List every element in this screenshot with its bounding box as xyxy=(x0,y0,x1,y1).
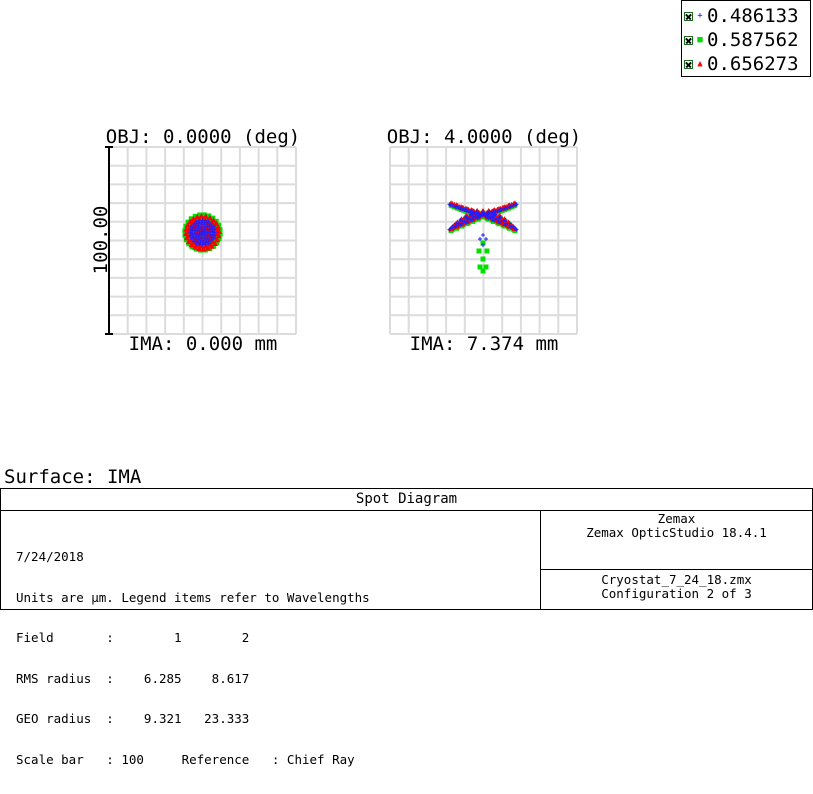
spot-point xyxy=(201,212,207,218)
spot-point xyxy=(484,248,490,254)
divider xyxy=(540,510,541,609)
panel-1-title: OBJ: 0.0000 (deg) xyxy=(106,126,300,148)
spot-point xyxy=(200,245,207,252)
spot-point xyxy=(214,240,220,246)
info-line: 7/24/2018 xyxy=(16,549,84,564)
legend-wavelength-1: 0.486133 xyxy=(707,5,799,27)
spot-point xyxy=(483,264,489,270)
spot-point xyxy=(197,212,203,218)
checkbox-icon[interactable] xyxy=(684,35,693,45)
legend-wavelength-2: 0.587562 xyxy=(707,29,799,51)
info-line: GEO radius : 9.321 23.333 xyxy=(16,711,250,726)
legend-wavelength-3: 0.656273 xyxy=(707,53,799,75)
spot-diagram-plot: OBJ: 0.0000 (deg) OBJ: 4.0000 (deg) IMA:… xyxy=(90,126,581,355)
info-line: Field : 1 2 xyxy=(16,630,250,645)
spot-point xyxy=(183,226,190,232)
info-line: Configuration 2 of 3 xyxy=(601,586,752,601)
checkbox-icon[interactable] xyxy=(684,11,693,21)
spot-point xyxy=(188,216,194,222)
info-line: RMS radius : 6.285 8.617 xyxy=(16,670,250,686)
info-line: Scale bar : 100 Reference : Chief Ray xyxy=(16,751,355,767)
spot-point xyxy=(215,228,222,234)
legend-item-1: + 0.486133 xyxy=(684,4,799,28)
spot-point xyxy=(216,236,222,242)
plus-marker-icon: + xyxy=(697,11,703,21)
spot-panel-field-1 xyxy=(105,146,297,335)
spot-point xyxy=(213,234,219,240)
checkbox-icon[interactable] xyxy=(684,59,693,69)
panel-1-image-height: IMA: 0.000 mm xyxy=(129,333,278,355)
info-line: Units are µm. Legend items refer to Wave… xyxy=(16,589,370,605)
spot-point xyxy=(476,248,482,254)
spot-point xyxy=(480,268,486,274)
panel-2-title: OBJ: 4.0000 (deg) xyxy=(387,126,581,148)
spot-point xyxy=(211,238,217,244)
spot-point xyxy=(480,256,486,262)
spot-point xyxy=(192,213,198,219)
panel-2-image-height: IMA: 7.374 mm xyxy=(410,333,559,355)
spot-point xyxy=(198,213,205,219)
spot-point xyxy=(206,213,212,219)
software-info: Zemax Zemax OpticStudio 18.4.1 xyxy=(541,510,812,570)
info-title: Spot Diagram xyxy=(1,489,812,511)
surface-label: Surface: IMA xyxy=(4,466,142,488)
spot-point xyxy=(215,232,222,239)
info-details: 7/24/2018 Units are µm. Legend items ref… xyxy=(16,523,370,793)
info-line: Cryostat_7_24_18.zmx xyxy=(601,572,752,587)
spot-point xyxy=(211,243,217,249)
info-panel: Spot Diagram 7/24/2018 Units are µm. Leg… xyxy=(0,488,813,766)
spot-point xyxy=(210,215,216,221)
legend-item-3: ▲ 0.656273 xyxy=(684,52,799,76)
spot-panel-field-2 xyxy=(389,146,578,335)
legend-item-2: ■ 0.587562 xyxy=(684,28,799,52)
wavelength-legend: + 0.486133 ■ 0.587562 ▲ 0.656273 xyxy=(681,0,811,77)
info-line: Zemax OpticStudio 18.4.1 xyxy=(586,525,767,540)
triangle-marker-icon: ▲ xyxy=(697,59,703,69)
spot-point xyxy=(217,231,223,237)
spot-point xyxy=(185,219,191,225)
scale-bar-label: 100.00 xyxy=(90,206,112,275)
square-marker-icon: ■ xyxy=(697,35,703,45)
spot-point xyxy=(477,264,483,270)
file-info: Cryostat_7_24_18.zmx Configuration 2 of … xyxy=(541,571,812,609)
spot-point xyxy=(183,230,190,237)
info-line: Zemax xyxy=(657,511,696,526)
